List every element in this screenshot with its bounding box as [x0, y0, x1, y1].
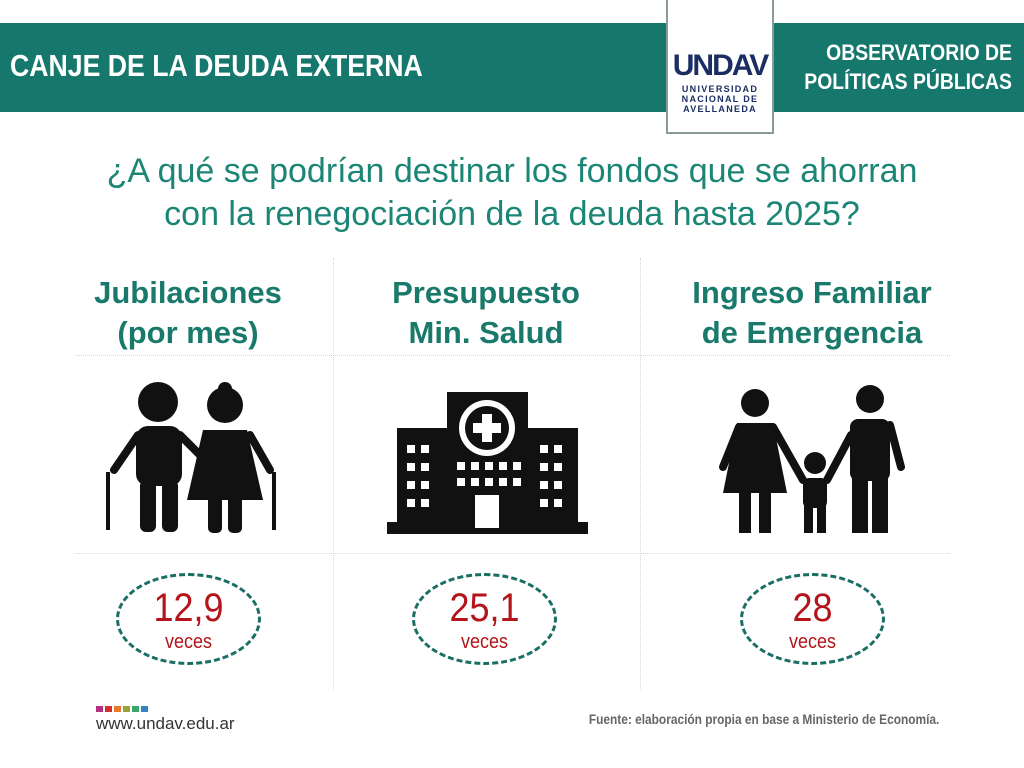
family-icon	[719, 385, 905, 533]
question: ¿A qué se podrían destinar los fondos qu…	[0, 150, 1024, 236]
logo-text: UNIVERSIDAD NACIONAL DE AVELLANEDA	[668, 84, 772, 114]
value-badge: 12,9 veces	[116, 573, 261, 665]
observatory-name: OBSERVATORIO DE POLÍTICAS PÚBLICAS	[804, 38, 1012, 96]
hospital-icon	[387, 392, 588, 534]
observatory-line1: OBSERVATORIO DE	[826, 40, 1012, 65]
divider	[75, 553, 950, 554]
color-square	[123, 706, 130, 712]
color-square	[114, 706, 121, 712]
value-unit: veces	[460, 631, 509, 653]
logo-mark: UNDAV	[672, 49, 769, 82]
color-square	[132, 706, 139, 712]
divider	[640, 258, 641, 690]
color-square	[105, 706, 112, 712]
divider	[333, 258, 334, 690]
title-line1: Jubilaciones	[94, 275, 282, 310]
website-url[interactable]: www.undav.edu.ar	[96, 714, 235, 733]
value-unit: veces	[164, 631, 213, 653]
divider	[75, 355, 950, 356]
column-title: Ingreso Familiar de Emergencia	[662, 273, 962, 353]
source-note: Fuente: elaboración propia en base a Min…	[588, 711, 939, 727]
value-badge: 28 veces	[740, 573, 885, 665]
value-unit: veces	[788, 631, 837, 653]
column-title: Jubilaciones (por mes)	[38, 273, 338, 353]
value: 12,9	[153, 586, 224, 630]
header-band	[0, 23, 1024, 112]
value: 25,1	[449, 586, 520, 630]
title-line2: (por mes)	[117, 315, 259, 350]
question-line1: ¿A qué se podrían destinar los fondos qu…	[106, 152, 918, 190]
title-line2: Min. Salud	[408, 315, 564, 350]
value: 28	[792, 586, 833, 630]
color-square	[96, 706, 103, 712]
logo-line2: NACIONAL DE	[681, 94, 759, 104]
page-title: CANJE DE LA DEUDA EXTERNA	[10, 48, 423, 83]
title-line2: de Emergencia	[701, 315, 923, 350]
logo-line3: AVELLANEDA	[683, 104, 757, 114]
column-title: Presupuesto Min. Salud	[336, 273, 636, 353]
question-line2: con la renegociación de la deuda hasta 2…	[164, 195, 860, 233]
color-square	[141, 706, 148, 712]
undav-logo: UNDAV UNIVERSIDAD NACIONAL DE AVELLANEDA	[666, 0, 774, 134]
observatory-line2: POLÍTICAS PÚBLICAS	[804, 69, 1012, 94]
title-line1: Ingreso Familiar	[692, 275, 932, 310]
elderly-couple-icon	[106, 382, 276, 533]
value-badge: 25,1 veces	[412, 573, 557, 665]
logo-line1: UNIVERSIDAD	[681, 84, 759, 94]
title-line1: Presupuesto	[392, 275, 580, 310]
